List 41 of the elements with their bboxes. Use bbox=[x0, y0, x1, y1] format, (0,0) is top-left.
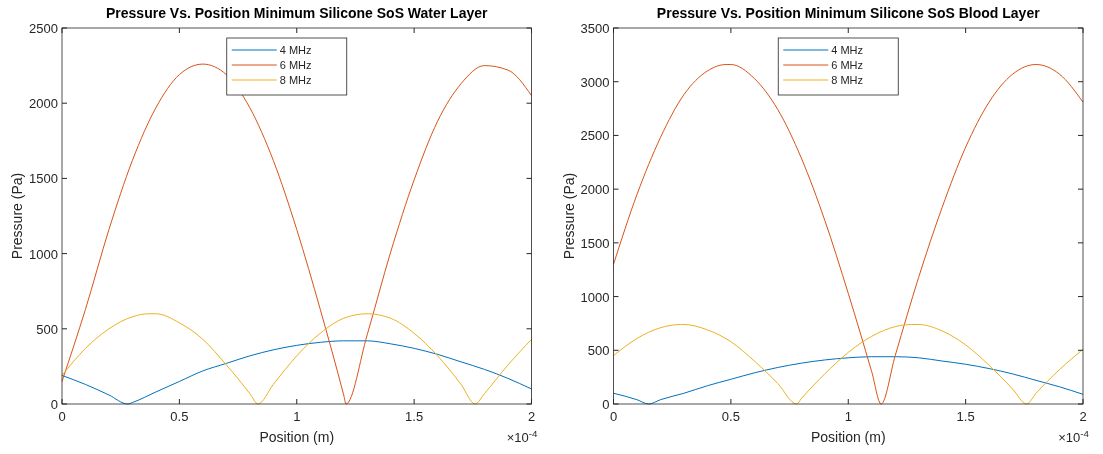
x-tick-label: 2 bbox=[1079, 409, 1087, 424]
line-series bbox=[613, 324, 1084, 405]
line-series bbox=[61, 63, 532, 405]
y-tick-label: 1500 bbox=[580, 235, 610, 251]
y-tick-label: 2500 bbox=[29, 21, 58, 36]
chart-title: Pressure Vs. Position Minimum Silicone SoS Water Layer bbox=[106, 5, 489, 21]
y-tick-label: 0 bbox=[50, 397, 58, 412]
x-tick-label: 0.5 bbox=[170, 409, 189, 424]
y-tick-label: 500 bbox=[587, 343, 610, 359]
x-tick-label: 0.5 bbox=[721, 409, 740, 424]
legend-label: 6 MHz bbox=[831, 59, 864, 71]
y-tick-label: 2000 bbox=[580, 182, 610, 198]
text: ×10$^{-4}$ bbox=[506, 427, 539, 445]
line-series bbox=[61, 313, 532, 405]
legend-label: 4 MHz bbox=[831, 44, 864, 56]
x-tick-label: 1.5 bbox=[956, 409, 975, 424]
x-tick-label: 1 bbox=[293, 409, 301, 424]
y-axis-title: Pressure (Pa) bbox=[9, 172, 25, 260]
x-axis-title: Position (m) bbox=[259, 429, 335, 445]
legend-label: 8 MHz bbox=[831, 74, 864, 86]
legend-label: 8 MHz bbox=[279, 74, 312, 86]
y-tick-label: 2000 bbox=[29, 96, 58, 112]
x-axis-title: Position (m) bbox=[810, 429, 886, 445]
y-tick-label: 3500 bbox=[580, 21, 610, 36]
legend-label: 4 MHz bbox=[279, 44, 312, 56]
chart-title: Pressure Vs. Position Minimum Silicone SoS Blood Layer bbox=[656, 5, 1041, 21]
legend-label: 6 MHz bbox=[279, 59, 312, 71]
y-tick-label: 0 bbox=[602, 397, 610, 412]
line-series bbox=[61, 340, 532, 405]
y-tick-label: 500 bbox=[36, 321, 58, 337]
y-tick-label: 2500 bbox=[580, 128, 610, 144]
y-axis-title: Pressure (Pa) bbox=[560, 172, 577, 260]
x-tick-label: 1 bbox=[844, 409, 852, 424]
text: ×10$^{-4}$ bbox=[1058, 427, 1090, 445]
line-series bbox=[613, 356, 1084, 405]
x-tick-label: 2 bbox=[527, 409, 536, 424]
x-tick-label: 1.5 bbox=[405, 409, 424, 424]
y-tick-label: 1000 bbox=[580, 289, 610, 305]
y-tick-label: 3000 bbox=[580, 74, 610, 90]
y-tick-label: 1000 bbox=[29, 246, 58, 262]
y-tick-label: 1500 bbox=[29, 171, 58, 187]
